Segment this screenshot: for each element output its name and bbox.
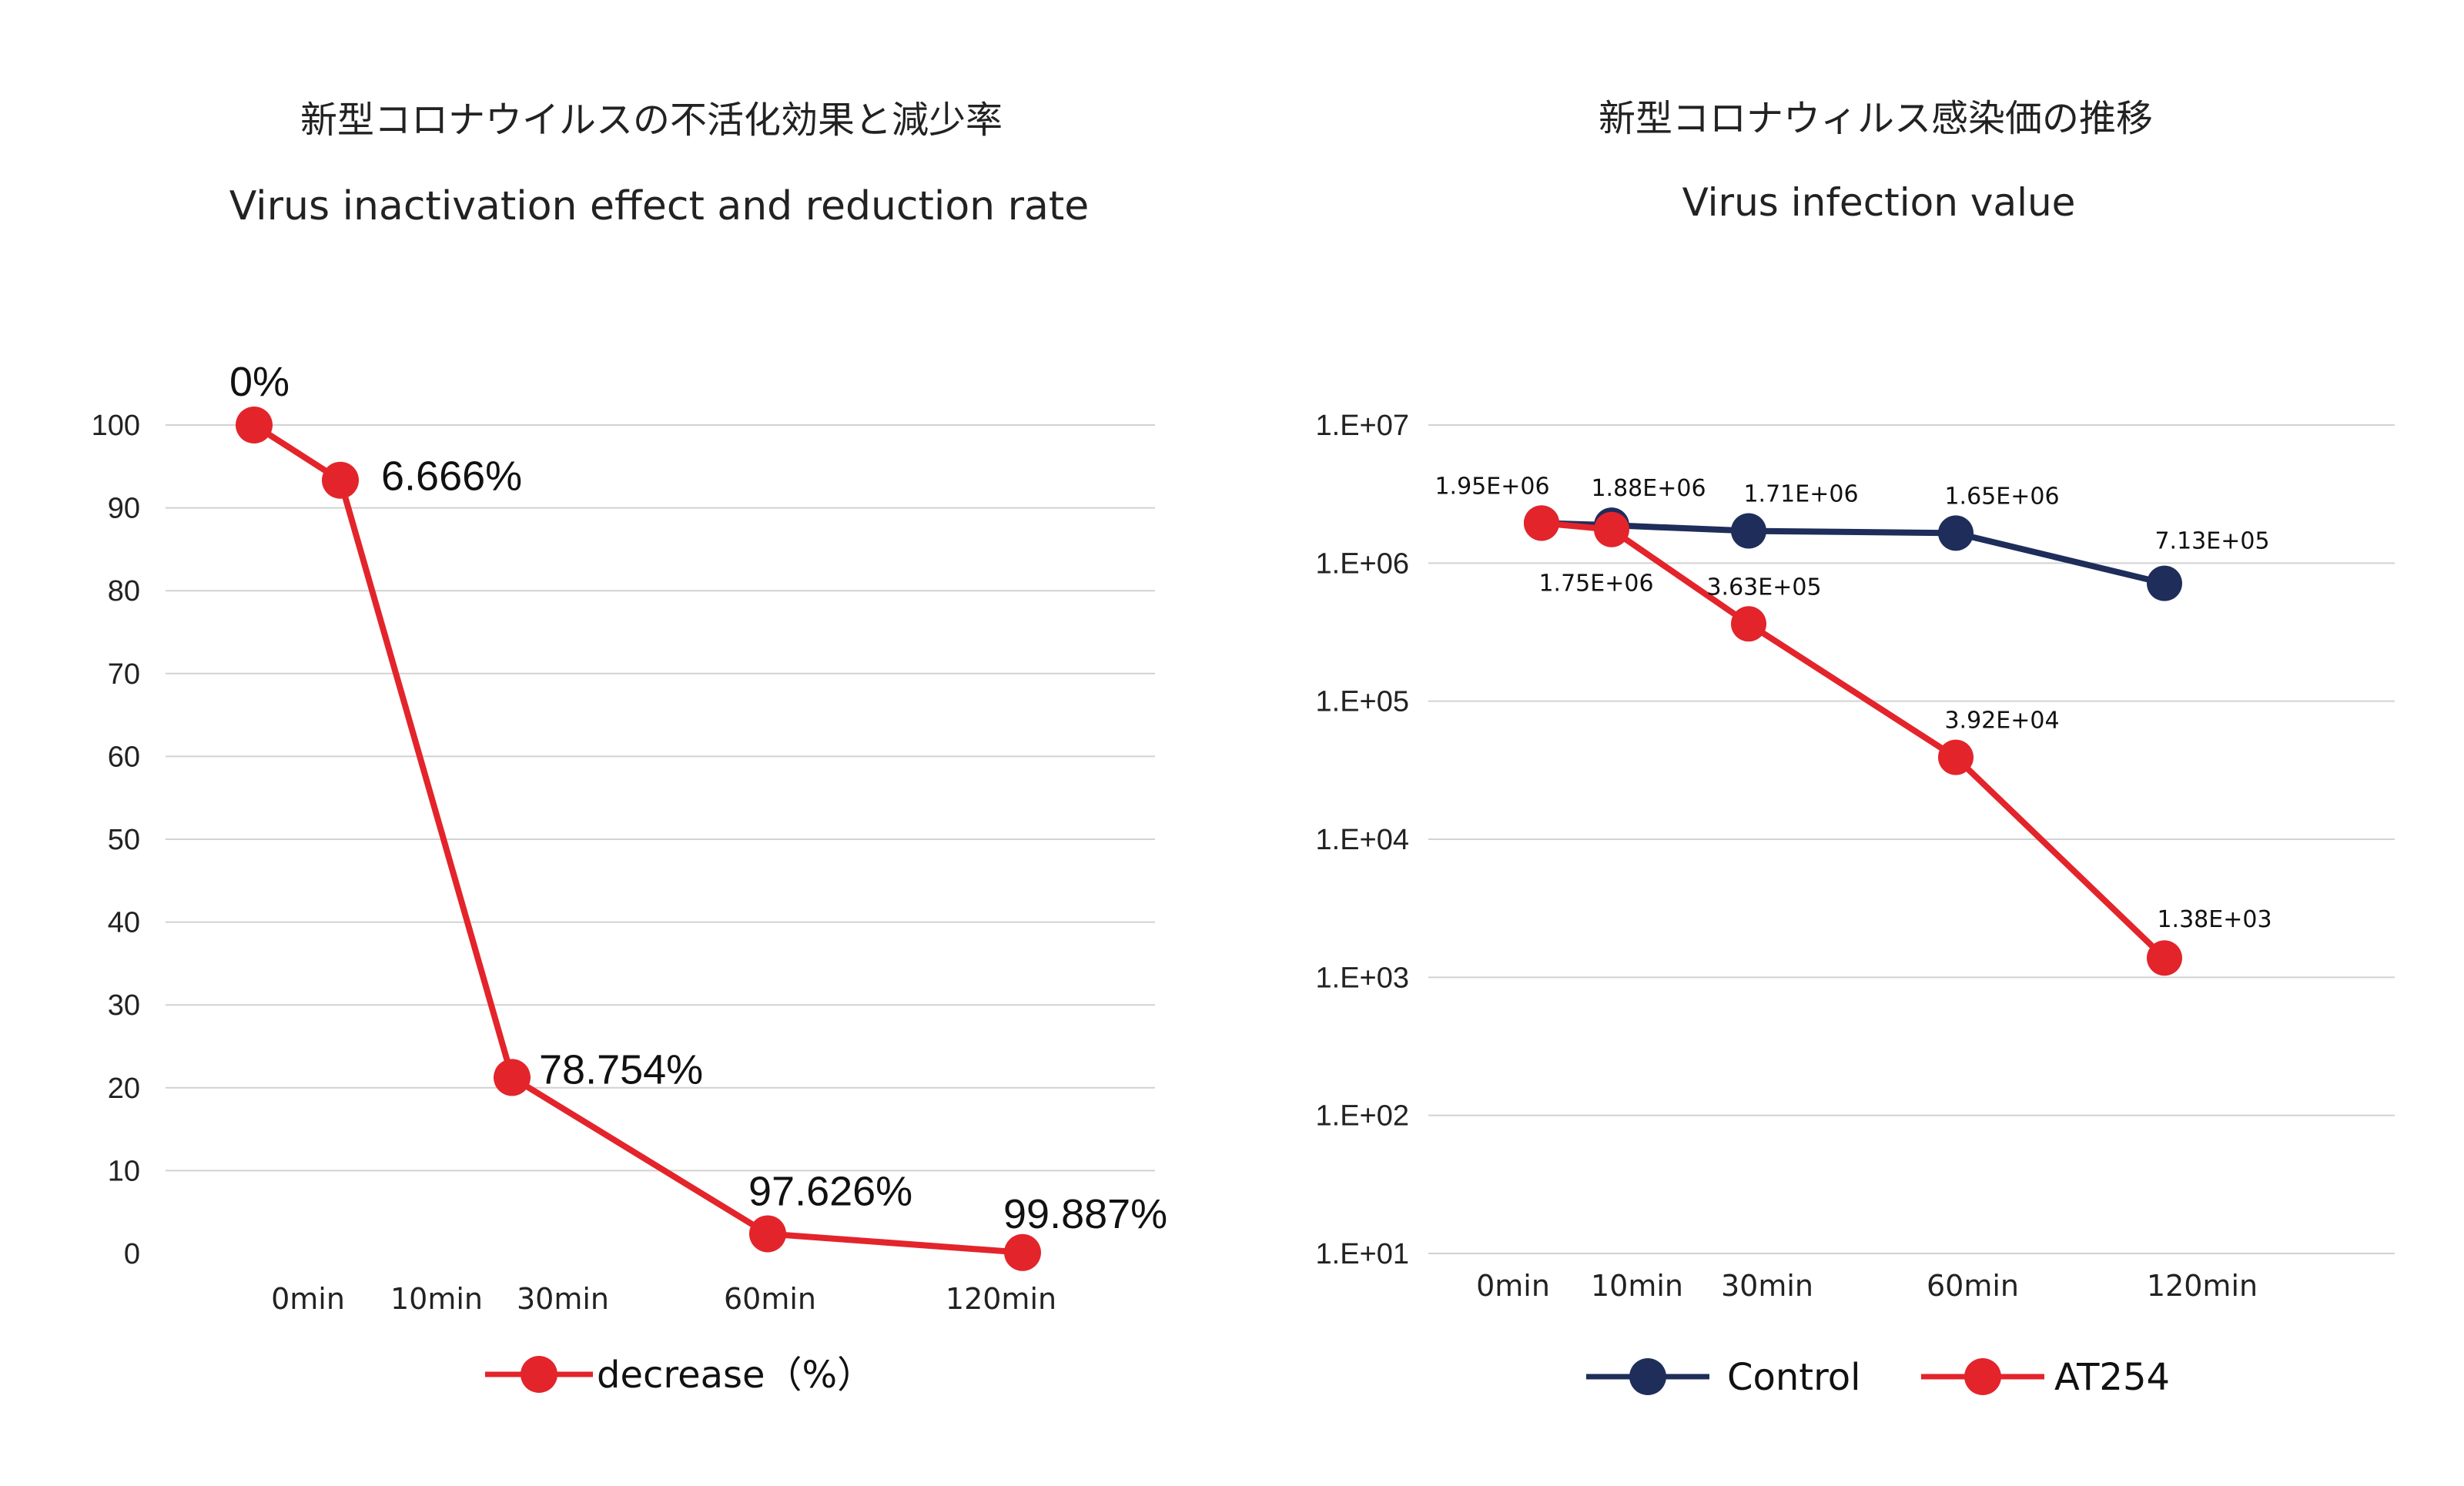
- left-series: [236, 407, 1041, 1271]
- control-data-label: 1.95E+06: [1435, 473, 1549, 500]
- left-data-labels: 0% 6.666% 78.754% 97.626% 99.887%: [229, 359, 1167, 1237]
- left-y-tick-label: 90: [108, 493, 140, 525]
- right-x-tick-label: 120min: [2147, 1269, 2258, 1303]
- right-y-axis-ticks: 1.E+07 1.E+06 1.E+05 1.E+04 1.E+03 1.E+02 1.E+…: [1316, 410, 1410, 1270]
- right-y-tick-label: 1.E+05: [1316, 686, 1410, 718]
- at254-point: [1938, 739, 1974, 775]
- decrease-data-label: 0%: [229, 359, 290, 405]
- left-y-tick-label: 0: [124, 1238, 140, 1270]
- at254-point: [1524, 505, 1559, 541]
- left-x-tick-label: 30min: [517, 1282, 609, 1316]
- decrease-point: [236, 407, 273, 443]
- legend-at254-label: AT254: [2054, 1356, 2170, 1399]
- legend-control-label: Control: [1727, 1356, 1861, 1399]
- right-title-en: Virus infection value: [1682, 180, 2076, 225]
- left-y-tick-label: 80: [108, 575, 140, 607]
- legend-decrease-label: decrease（%）: [597, 1354, 874, 1397]
- left-x-axis-ticks: 0min 10min 30min 60min 120min: [271, 1282, 1056, 1316]
- right-y-tick-label: 1.E+01: [1316, 1238, 1410, 1270]
- left-y-tick-label: 30: [108, 989, 140, 1022]
- right-y-tick-label: 1.E+07: [1316, 410, 1410, 442]
- right-x-tick-label: 10min: [1591, 1269, 1683, 1303]
- control-point: [2147, 565, 2182, 601]
- right-x-axis-ticks: 0min 10min 30min 60min 120min: [1476, 1269, 2258, 1303]
- right-gridlines: [1428, 424, 2395, 1254]
- left-y-tick-label: 20: [108, 1073, 140, 1105]
- legend-decrease-marker: [521, 1356, 557, 1393]
- left-y-tick-label: 50: [108, 824, 140, 856]
- left-gridlines: [166, 424, 1155, 1172]
- right-y-tick-label: 1.E+04: [1316, 824, 1410, 856]
- control-data-label: 7.13E+05: [2154, 528, 2269, 555]
- control-point: [1938, 515, 1974, 551]
- at254-data-label: 3.63E+05: [1706, 574, 1821, 601]
- decrease-point: [494, 1059, 531, 1096]
- decrease-data-label: 99.887%: [1003, 1191, 1167, 1237]
- right-x-tick-label: 60min: [1927, 1269, 2019, 1303]
- at254-point: [2147, 940, 2182, 976]
- left-x-tick-label: 60min: [724, 1282, 816, 1316]
- infection-value-chart: 新型コロナウィルス感染価の推移 Virus infection value 1.…: [1316, 97, 2395, 1399]
- left-y-tick-label: 10: [108, 1155, 140, 1187]
- at254-data-label: 3.92E+04: [1944, 708, 2059, 735]
- left-x-tick-label: 120min: [946, 1282, 1056, 1316]
- right-y-tick-label: 1.E+02: [1316, 1100, 1410, 1133]
- control-data-label: 1.88E+06: [1591, 475, 1706, 502]
- decrease-point: [1004, 1233, 1041, 1271]
- at254-data-label: 1.75E+06: [1538, 571, 1653, 597]
- control-data-label: 1.65E+06: [1944, 483, 2059, 510]
- right-y-tick-label: 1.E+03: [1316, 962, 1410, 994]
- left-title-ja: 新型コロナウイルスの不活化効果と減少率: [300, 99, 1003, 142]
- decrease-data-label: 97.626%: [748, 1168, 912, 1214]
- at254-data-label: 1.38E+03: [2157, 906, 2272, 933]
- left-title-en: Virus inactivation effect and reduction …: [229, 183, 1090, 229]
- legend-at254-marker: [1964, 1358, 2001, 1395]
- decrease-point: [322, 461, 359, 499]
- left-y-tick-label: 70: [108, 658, 140, 691]
- left-legend: decrease（%）: [485, 1354, 874, 1397]
- at254-point: [1594, 511, 1629, 547]
- right-series: [1524, 505, 2182, 976]
- control-data-label: 1.71E+06: [1743, 481, 1858, 508]
- control-point: [1731, 513, 1766, 549]
- right-legend: Control AT254: [1586, 1356, 2170, 1399]
- left-x-tick-label: 10min: [390, 1282, 483, 1316]
- decrease-data-label: 78.754%: [539, 1046, 703, 1093]
- right-x-tick-label: 30min: [1721, 1269, 1813, 1303]
- legend-control-marker: [1629, 1358, 1666, 1395]
- left-x-tick-label: 0min: [271, 1282, 345, 1316]
- reduction-rate-chart: 新型コロナウイルスの不活化効果と減少率 Virus inactivation e…: [92, 99, 1168, 1397]
- right-y-tick-label: 1.E+06: [1316, 547, 1410, 580]
- at254-point: [1731, 606, 1766, 642]
- left-y-tick-label: 60: [108, 741, 140, 773]
- right-data-labels: 1.95E+06 1.88E+06 1.71E+06 1.65E+06 7.13E+05…: [1435, 473, 2272, 933]
- decrease-data-label: 6.666%: [381, 453, 522, 500]
- left-y-tick-label: 100: [92, 410, 140, 442]
- right-x-tick-label: 0min: [1476, 1269, 1550, 1303]
- decrease-point: [749, 1215, 786, 1253]
- left-y-tick-label: 40: [108, 907, 140, 939]
- right-title-ja: 新型コロナウィルス感染価の推移: [1599, 97, 2153, 140]
